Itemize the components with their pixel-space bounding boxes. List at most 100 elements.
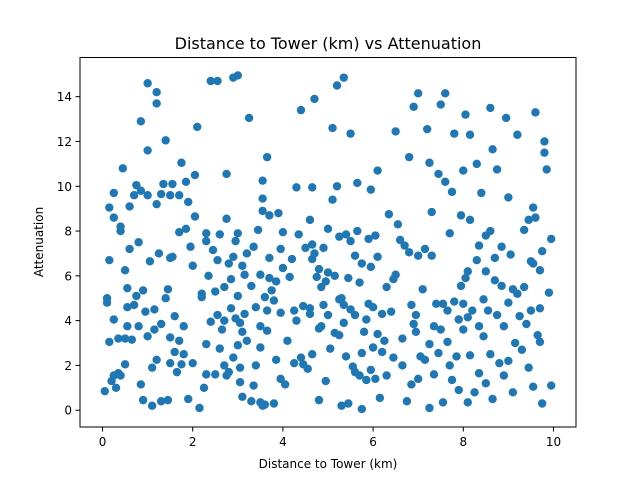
data-point [143, 191, 152, 200]
data-point [175, 336, 184, 345]
data-point [425, 403, 434, 413]
data-point [524, 363, 533, 372]
data-point [134, 238, 143, 247]
data-point [312, 272, 321, 282]
data-point [299, 301, 308, 311]
data-point [289, 358, 299, 368]
data-point [271, 277, 281, 286]
data-point [184, 394, 193, 404]
data-point [262, 326, 272, 335]
data-point [319, 243, 328, 253]
data-point [278, 263, 288, 273]
data-point [129, 191, 139, 200]
data-point [310, 249, 319, 258]
data-point [359, 327, 369, 337]
data-point [323, 268, 333, 277]
data-point [100, 386, 110, 396]
data-point [256, 322, 265, 331]
data-point [251, 302, 261, 312]
data-point [215, 344, 224, 353]
data-point [373, 329, 382, 339]
data-point [147, 401, 157, 410]
data-point [168, 179, 177, 189]
data-point [407, 300, 416, 310]
data-point [353, 226, 362, 236]
data-point [147, 363, 157, 372]
data-point [436, 325, 445, 334]
data-point [170, 347, 179, 357]
data-point [249, 242, 258, 251]
data-point [519, 225, 529, 235]
data-point [172, 367, 182, 377]
data-point [314, 264, 324, 274]
data-point [156, 319, 166, 329]
data-point [344, 399, 353, 408]
data-point [215, 230, 224, 239]
data-point [488, 145, 497, 154]
data-point [267, 286, 276, 295]
data-point [179, 322, 188, 331]
data-point [528, 259, 538, 268]
data-point [384, 210, 394, 219]
data-point [276, 308, 285, 317]
data-point [247, 397, 256, 406]
data-point [299, 360, 308, 369]
data-point [495, 358, 504, 368]
data-point [165, 358, 175, 368]
data-point [285, 272, 294, 282]
data-point [368, 302, 378, 312]
data-point [280, 380, 290, 389]
data-point [330, 271, 339, 281]
data-point [114, 334, 123, 343]
data-point [479, 295, 488, 304]
data-point [168, 252, 177, 262]
data-point [499, 322, 509, 331]
data-point [233, 341, 243, 350]
data-point [445, 361, 454, 370]
data-point [156, 189, 166, 199]
data-point [366, 185, 376, 194]
data-point [400, 241, 409, 250]
data-point [438, 299, 448, 309]
data-point [233, 291, 243, 301]
data-point [335, 232, 344, 241]
data-point [427, 207, 436, 217]
data-point [459, 166, 468, 175]
x-axis: 0 2 4 6 8 10 [99, 427, 561, 449]
data-point [522, 319, 531, 329]
data-point [461, 110, 470, 119]
data-point [504, 193, 513, 202]
data-point [190, 170, 200, 180]
data-point [355, 278, 364, 287]
data-point [238, 261, 247, 270]
data-point [353, 178, 362, 188]
data-point [213, 255, 222, 265]
data-point [251, 361, 261, 370]
data-point [323, 224, 333, 234]
data-point [258, 194, 267, 203]
data-point [488, 394, 497, 404]
data-point [152, 99, 161, 108]
y-tick-label: 14 [57, 90, 72, 104]
data-point [317, 282, 326, 292]
data-point [118, 164, 128, 173]
data-point [195, 403, 204, 413]
data-point [129, 300, 139, 310]
data-point [402, 397, 412, 406]
data-point [213, 310, 222, 320]
data-point [486, 226, 495, 236]
data-point [418, 285, 427, 294]
data-point [242, 249, 252, 258]
data-point [123, 322, 132, 331]
data-point [472, 159, 481, 169]
data-point [123, 302, 132, 312]
data-point [452, 352, 461, 361]
data-point [235, 378, 245, 387]
data-point [321, 277, 330, 286]
data-point [204, 271, 213, 281]
data-point [310, 94, 319, 104]
data-point [335, 330, 344, 340]
data-point [235, 318, 245, 328]
data-point [375, 393, 385, 403]
data-point [170, 311, 179, 321]
